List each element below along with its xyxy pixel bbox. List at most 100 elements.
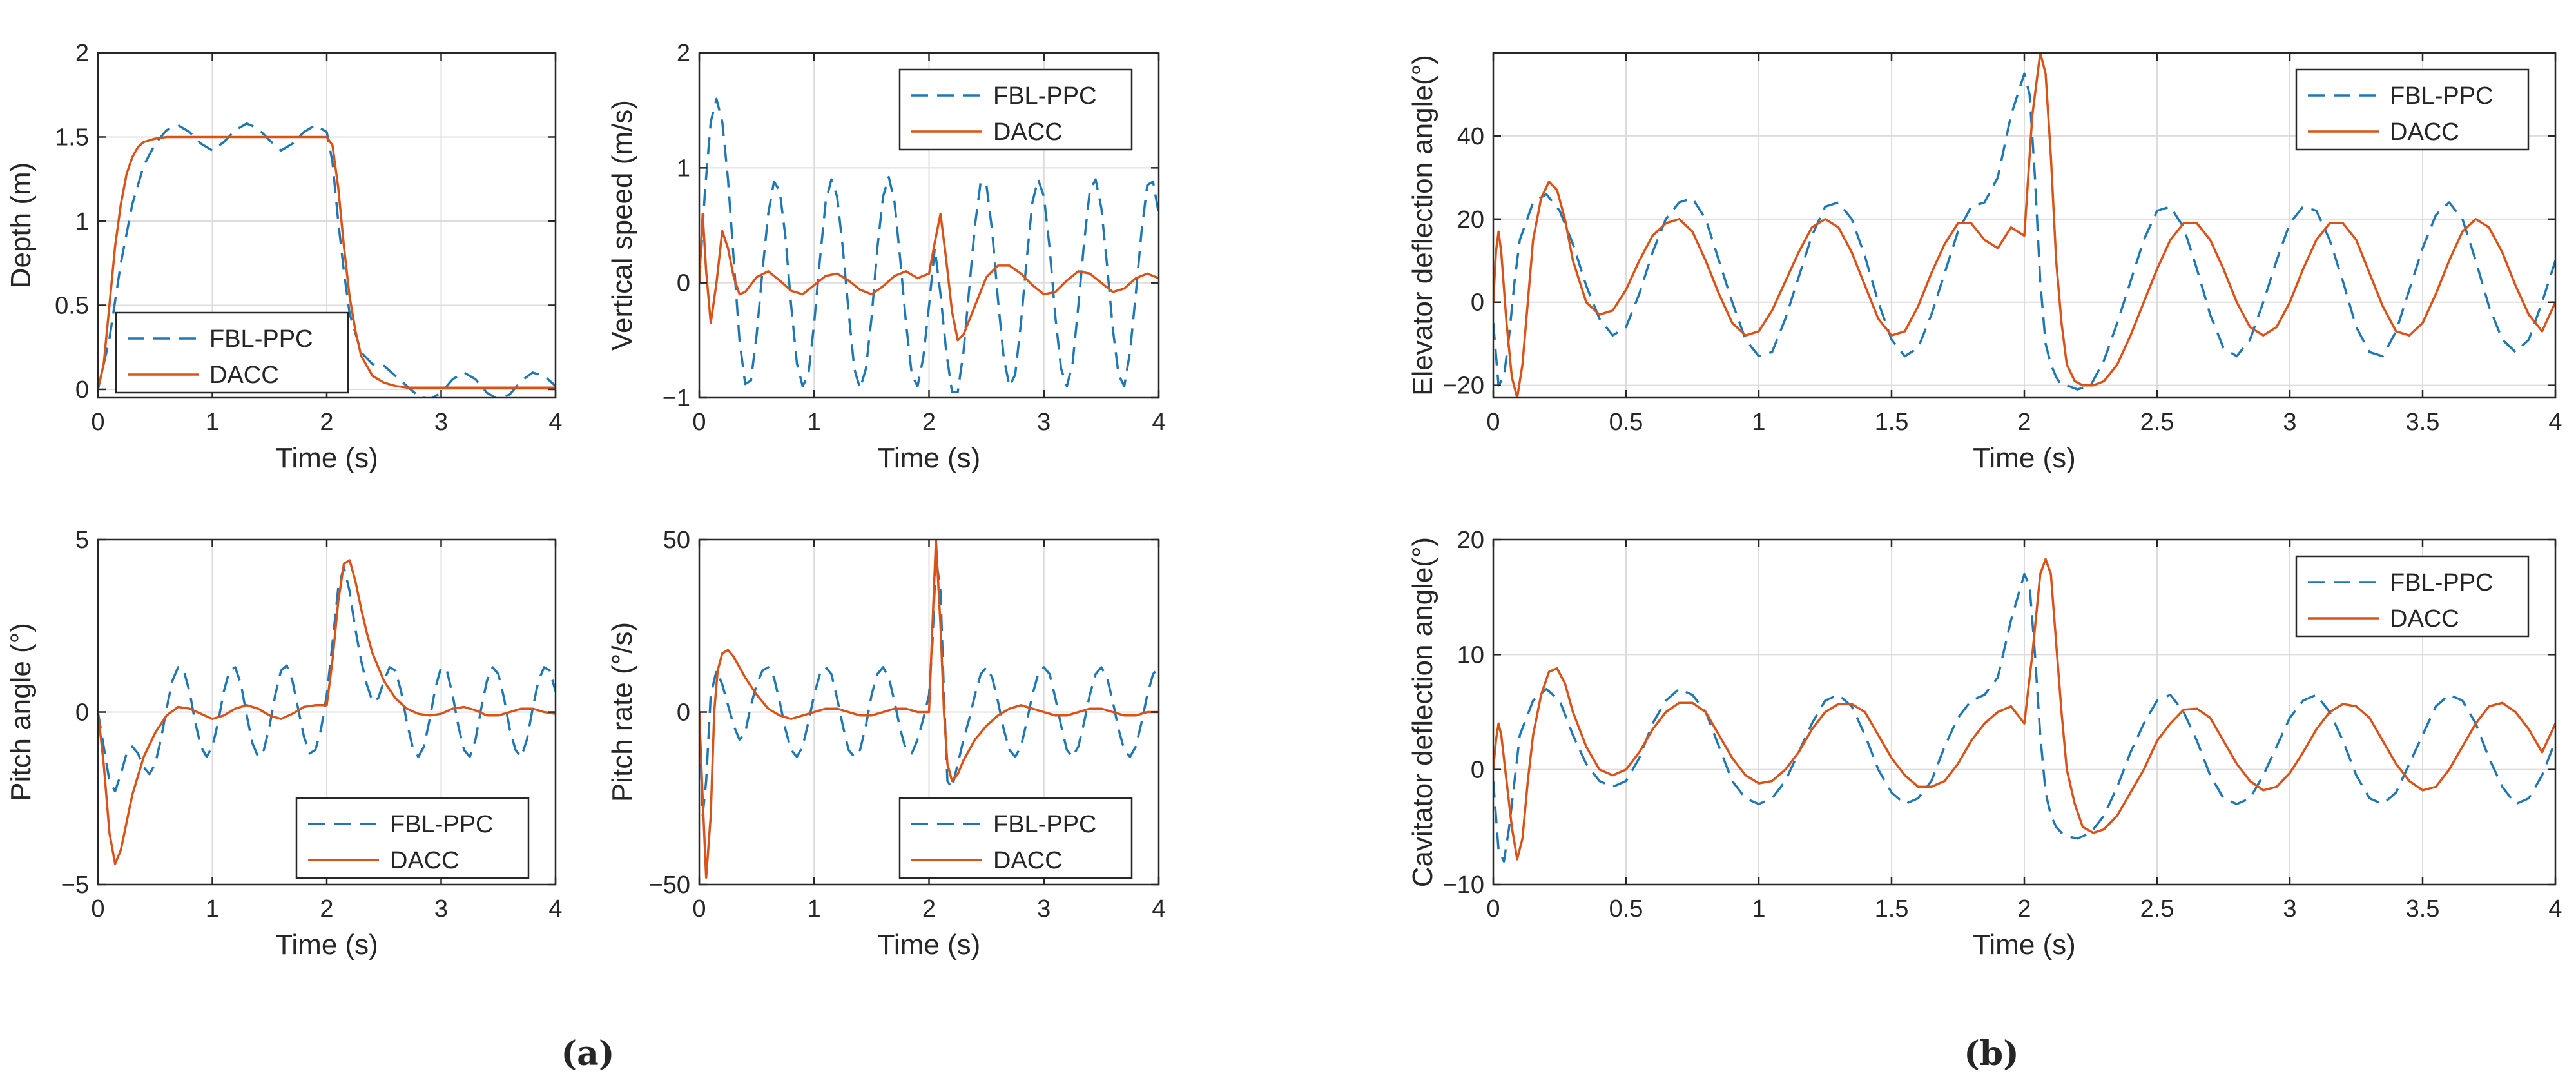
y-axis-label: Elevator deflection angle(°)	[1407, 55, 1438, 396]
y-tick-label: 40	[1457, 123, 1484, 150]
legend-label-dacc: DACC	[2390, 605, 2459, 632]
series-line-fbl-ppc	[1493, 72, 2555, 391]
y-tick-label: 1	[677, 155, 690, 182]
x-tick-label: 3	[434, 895, 448, 923]
legend-label-fbl-ppc: FBL-PPC	[993, 83, 1096, 110]
x-axis-label: Time (s)	[878, 442, 981, 474]
y-tick-label: 0	[677, 699, 690, 727]
x-tick-label: 0	[1486, 895, 1500, 923]
y-tick-label: 2	[677, 40, 690, 67]
series-line-fbl-ppc	[98, 122, 556, 398]
legend-label-dacc: DACC	[390, 847, 460, 874]
x-tick-label: 1.5	[1875, 409, 1909, 436]
subplot-depth: 0 1 2 3 4 0 0.5 1 1.5 2 Time (s) Depth (m) FBL-PPC DA…	[5, 40, 563, 474]
y-axis-label: Vertical speed (m/s)	[606, 100, 638, 351]
x-tick-label: 3	[2283, 895, 2296, 923]
x-axis-label: Time (s)	[878, 929, 981, 961]
series-line-fbl-ppc	[98, 566, 556, 793]
y-tick-label: 2	[75, 40, 89, 67]
series-line-dacc	[1493, 558, 2555, 861]
y-tick-label: −10	[1443, 872, 1484, 899]
legend-label-fbl-ppc: FBL-PPC	[2390, 83, 2493, 110]
series-line-fbl-ppc	[699, 97, 1159, 393]
legend-box	[295, 797, 530, 879]
x-tick-label: 2.5	[2140, 409, 2174, 436]
legend-box	[898, 797, 1133, 879]
x-axis-label: Time (s)	[275, 929, 378, 961]
x-tick-label: 1	[206, 409, 219, 436]
x-tick-label: 0	[692, 409, 706, 436]
legend: FBL-PPC DACC	[898, 68, 1133, 151]
x-tick-label: 4	[2548, 409, 2562, 436]
panel-label-b: (b)	[1964, 1034, 2019, 1073]
legend-label-dacc: DACC	[993, 847, 1063, 874]
legend: FBL-PPC DACC	[115, 311, 349, 394]
x-tick-label: 1	[808, 895, 821, 923]
series-line-dacc	[1493, 53, 2555, 398]
y-tick-label: 1.5	[55, 124, 89, 151]
legend-label-dacc: DACC	[2390, 119, 2459, 146]
x-tick-label: 4	[548, 895, 562, 923]
x-tick-label: 4	[1152, 895, 1165, 923]
x-tick-label: 3.5	[2406, 409, 2440, 436]
x-tick-label: 2	[320, 895, 333, 923]
x-tick-label: 1	[1752, 409, 1765, 436]
x-tick-label: 3	[434, 409, 448, 436]
x-tick-label: 0	[692, 895, 706, 923]
x-tick-label: 2	[2017, 409, 2031, 436]
y-tick-label: 5	[75, 527, 89, 554]
legend: FBL-PPC DACC	[2295, 555, 2530, 638]
legend-label-fbl-ppc: FBL-PPC	[209, 326, 313, 353]
series-line-dacc	[98, 135, 556, 390]
legend-label-dacc: DACC	[993, 119, 1063, 146]
x-tick-label: 4	[548, 409, 562, 436]
x-tick-label: 2	[2017, 895, 2031, 923]
x-tick-label: 0.5	[1609, 409, 1643, 436]
legend: FBL-PPC DACC	[295, 797, 530, 879]
x-tick-label: 0.5	[1609, 895, 1643, 923]
legend-box	[2295, 555, 2530, 638]
panel-label-a: (a)	[561, 1034, 615, 1073]
x-axis-label: Time (s)	[1973, 442, 2076, 474]
x-tick-label: 1	[808, 409, 821, 436]
y-tick-label: −20	[1443, 373, 1484, 400]
y-tick-label: −50	[649, 872, 690, 899]
y-axis-label: Cavitator deflection angle(°)	[1407, 537, 1438, 887]
x-tick-label: 2	[922, 895, 936, 923]
x-tick-label: 0	[91, 895, 104, 923]
y-tick-label: 1	[75, 208, 89, 235]
legend: FBL-PPC DACC	[2295, 68, 2530, 151]
x-tick-label: 4	[2548, 895, 2562, 923]
y-tick-label: 0	[75, 699, 89, 727]
y-tick-label: 20	[1457, 527, 1484, 554]
y-axis-label: Pitch angle (°)	[5, 623, 37, 801]
x-tick-label: 3	[1037, 409, 1051, 436]
x-tick-label: 2	[320, 409, 333, 436]
y-tick-label: 0	[75, 376, 89, 404]
x-tick-label: 3.5	[2406, 895, 2440, 923]
x-tick-label: 3	[1037, 895, 1051, 923]
legend-label-dacc: DACC	[209, 362, 279, 389]
y-tick-label: −1	[663, 385, 690, 412]
x-tick-label: 1	[1752, 895, 1765, 923]
y-tick-label: 0	[1471, 757, 1484, 784]
x-axis-label: Time (s)	[1973, 929, 2076, 961]
series-line-dacc	[699, 212, 1159, 342]
y-tick-label: 20	[1457, 206, 1484, 233]
y-axis-label: Depth (m)	[5, 162, 37, 289]
x-tick-label: 2.5	[2140, 895, 2174, 923]
legend-label-fbl-ppc: FBL-PPC	[390, 811, 493, 838]
legend-box	[115, 311, 349, 394]
x-tick-label: 0	[1486, 409, 1500, 436]
x-tick-label: 0	[91, 409, 104, 436]
legend: FBL-PPC DACC	[898, 797, 1133, 879]
legend-label-fbl-ppc: FBL-PPC	[993, 811, 1096, 838]
legend-box	[898, 68, 1133, 151]
y-tick-label: 10	[1457, 641, 1484, 669]
x-tick-label: 4	[1152, 409, 1165, 436]
